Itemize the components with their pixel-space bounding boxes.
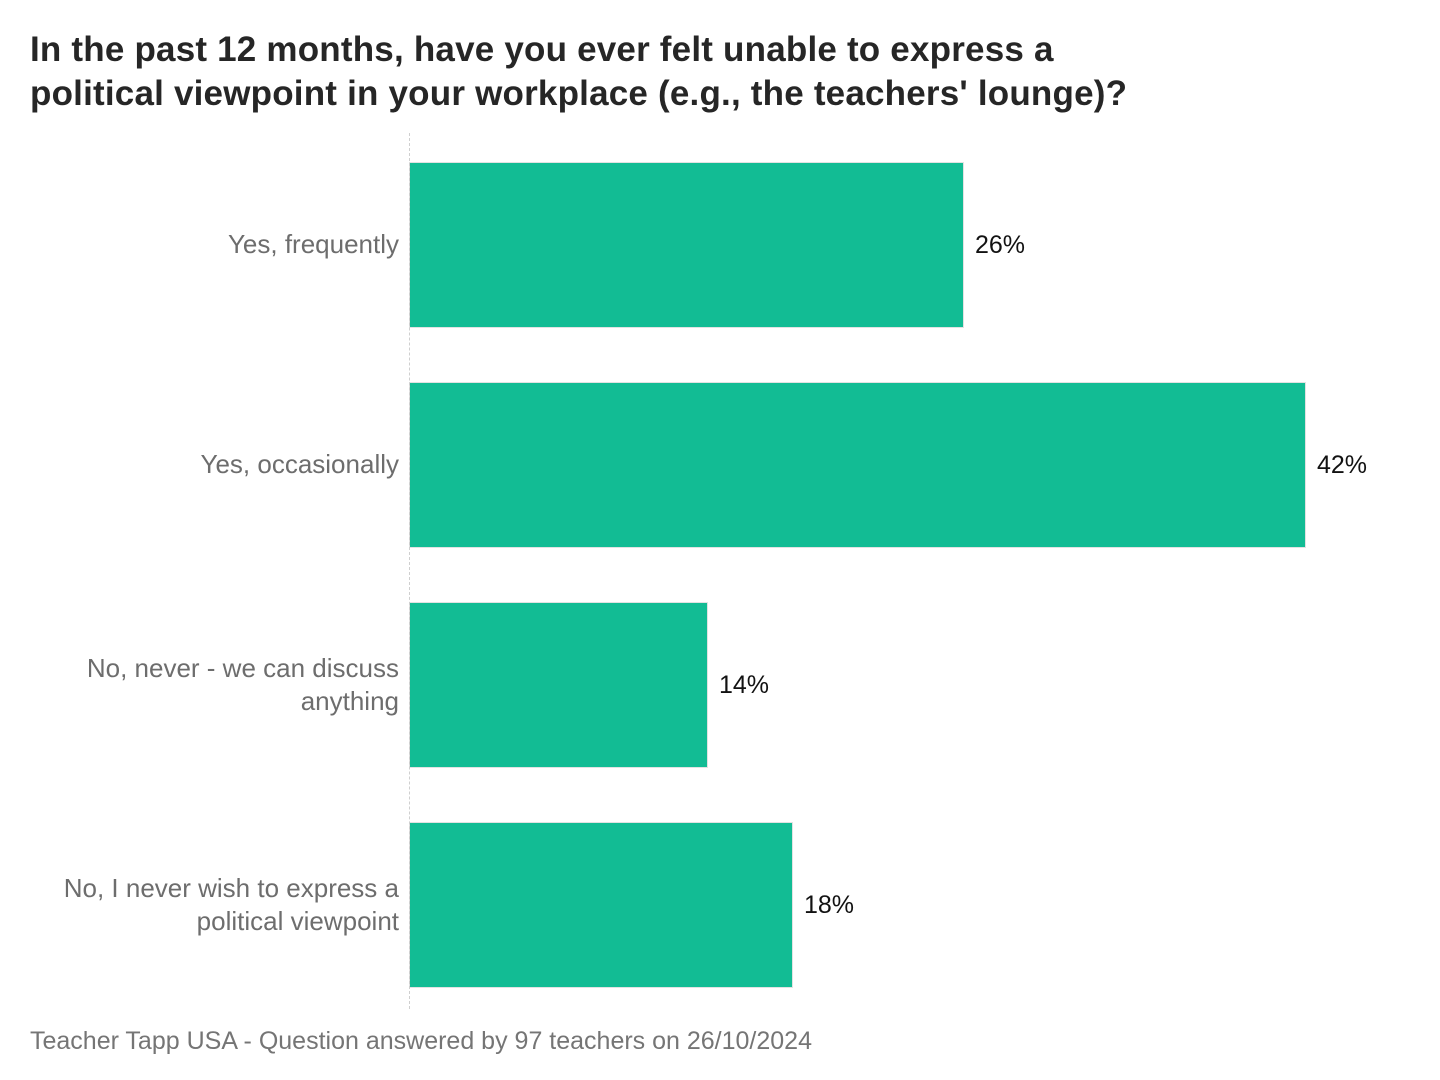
category-label: No, never - we can discuss anything — [86, 652, 399, 716]
value-label: 42% — [1317, 450, 1368, 479]
bar-cell: 18% — [409, 822, 1440, 988]
value-label: 14% — [719, 670, 770, 699]
bar — [409, 382, 1306, 548]
bar-cell: 42% — [409, 382, 1440, 548]
category-label: Yes, frequently — [227, 229, 399, 260]
category-label: No, I never wish to express a political … — [63, 872, 399, 936]
chart-title: In the past 12 months, have you ever fel… — [30, 30, 1128, 114]
bar — [409, 602, 708, 768]
bar — [409, 822, 793, 988]
category-label: Yes, occasionally — [200, 449, 400, 480]
y-axis-line — [409, 133, 410, 1009]
bar-cell: 14% — [409, 602, 1440, 768]
source-caption: Teacher Tapp USA - Question answered by … — [30, 1027, 812, 1055]
bar-row: No, never - we can discuss anything 14% — [0, 575, 1440, 795]
bar-chart: Yes, frequently 26% Yes, occasionally 42… — [0, 133, 1440, 1015]
value-label: 18% — [804, 890, 855, 919]
bar — [409, 162, 964, 328]
value-label: 26% — [975, 230, 1026, 259]
bar-row: No, I never wish to express a political … — [0, 795, 1440, 1015]
bar-row: Yes, occasionally 42% — [0, 355, 1440, 575]
bar-row: Yes, frequently 26% — [0, 135, 1440, 355]
bar-cell: 26% — [409, 162, 1440, 328]
